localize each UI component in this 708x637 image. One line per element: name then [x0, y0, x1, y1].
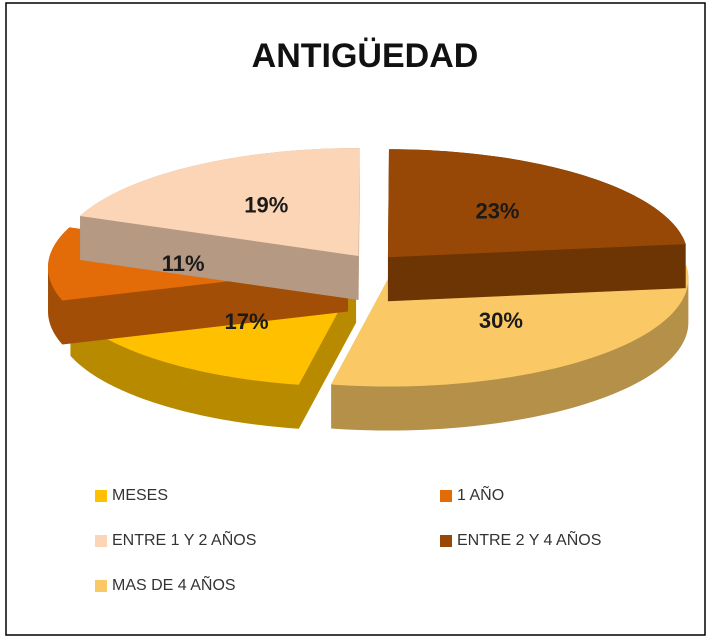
legend-swatch: [440, 535, 452, 547]
legend-swatch: [440, 490, 452, 502]
data-label: 23%: [475, 199, 519, 224]
legend: MESES 1 AÑO ENTRE 1 Y 2 AÑOS ENTRE 2 Y 4 AÑ…: [95, 484, 601, 594]
data-label: 17%: [224, 309, 268, 334]
legend-label: 1 AÑO: [457, 484, 504, 504]
legend-swatch: [95, 535, 107, 547]
slice: [387, 149, 686, 258]
chart-title: ANTIGÜEDAD: [252, 37, 479, 75]
legend-swatch: [95, 580, 107, 592]
slice: [80, 148, 360, 257]
legend-label: ENTRE 2 Y 4 AÑOS: [457, 529, 601, 549]
legend-swatch: [95, 490, 107, 502]
data-label: 11%: [162, 251, 205, 276]
legend-label: ENTRE 1 Y 2 AÑOS: [112, 529, 256, 549]
data-label: 30%: [479, 308, 523, 333]
pie: 17% 11% 19% 23% 30%: [48, 148, 689, 431]
legend-label: MAS DE 4 AÑOS: [112, 574, 236, 594]
legend-label: MESES: [112, 487, 168, 504]
data-label: 19%: [244, 193, 288, 218]
